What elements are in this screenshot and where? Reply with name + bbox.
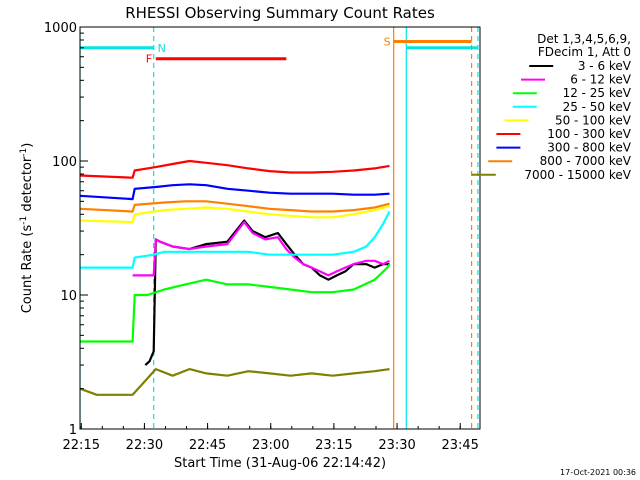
series-line [80, 263, 391, 343]
series-line [80, 183, 390, 201]
y-tick-label: 1000 [44, 21, 77, 36]
x-tick-label: 23:45 [441, 438, 478, 453]
x-tick-label: 22:15 [63, 438, 100, 453]
legend-entry: 100 - 300 keV [547, 127, 631, 141]
timestamp: 17-Oct-2021 00:36 [560, 468, 636, 477]
legend-header-line-2: FDecim 1, Att 0 [538, 45, 631, 59]
flag-label: F [146, 53, 152, 66]
x-axis: 22:15 22:30 22:45 23:00 23:15 23:30 23:45 [63, 423, 479, 453]
legend-entry: 300 - 800 keV [547, 141, 631, 155]
legend-entry: 7000 - 15000 keV [524, 168, 631, 182]
series-line [80, 210, 391, 269]
x-tick-label: 23:30 [378, 438, 415, 453]
legend-entry: 50 - 100 keV [555, 113, 632, 127]
flags-layer [80, 27, 479, 429]
y-axis-label: Count Rate (s-1 detector-1) [19, 143, 35, 314]
x-tick-label: 23:15 [315, 438, 352, 453]
plot-frame [79, 26, 481, 430]
flag-label: N [158, 42, 166, 55]
series-line [80, 159, 390, 179]
x-tick-label: 23:00 [252, 438, 289, 453]
series-line [80, 368, 390, 396]
y-tick-label: 1 [69, 423, 77, 438]
series-layer [80, 159, 391, 396]
series-line [144, 219, 390, 366]
legend-entry: 25 - 50 keV [563, 100, 632, 114]
y-tick-label: 10 [60, 289, 77, 304]
chart-title: RHESSI Observing Summary Count Rates [125, 4, 435, 22]
legend-entry: 3 - 6 keV [578, 59, 632, 73]
legend-header-line-1: Det 1,3,4,5,6,9, [537, 32, 631, 46]
y-tick-label: 100 [52, 155, 77, 170]
legend-entry: 6 - 12 keV [570, 73, 632, 87]
flag-label: S [384, 35, 391, 48]
x-axis-label: Start Time (31-Aug-06 22:14:42) [174, 456, 386, 471]
x-tick-label: 22:45 [189, 438, 226, 453]
x-tick-label: 22:30 [126, 438, 163, 453]
legend-entry: 800 - 7000 keV [540, 154, 632, 168]
y-axis: 1 10 100 1000 [44, 21, 88, 438]
series-line [80, 200, 390, 213]
series-line [132, 221, 391, 277]
series-line [80, 205, 390, 224]
legend-entry: 12 - 25 keV [563, 86, 632, 100]
